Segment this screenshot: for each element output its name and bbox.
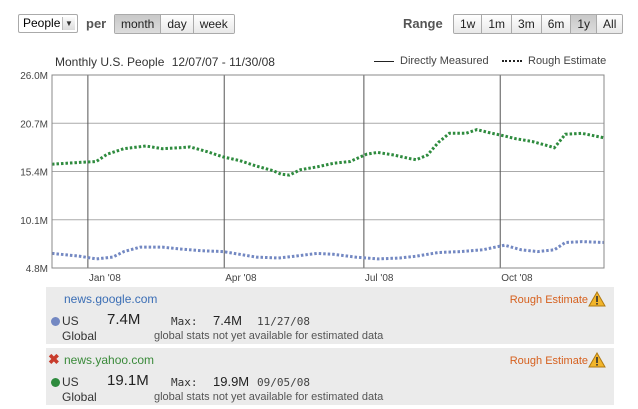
metric-select-value: People — [23, 16, 61, 30]
granularity-selector: month day week — [114, 14, 235, 34]
range-label: Range — [403, 16, 443, 31]
max-value: 19.9M — [213, 374, 250, 389]
chart-title: Monthly U.S. People 12/07/07 - 11/30/08 — [55, 55, 275, 69]
plot-border — [51, 74, 605, 269]
region-label: Global — [62, 390, 97, 404]
legend-estimate-label: Rough Estimate — [528, 55, 607, 67]
site-link-yahoo[interactable]: news.yahoo.com — [64, 353, 155, 367]
site-row-google: news.google.com US 7.4M Max: 7.4M 11/27/… — [46, 287, 614, 344]
current-value: 7.4M — [107, 311, 141, 328]
legend-measured: Directly Measured — [374, 55, 489, 67]
stats-note: global stats not yet available for estim… — [154, 391, 384, 403]
range-1y-button[interactable]: 1y — [571, 15, 598, 33]
current-value: 19.1M — [107, 372, 149, 389]
dotted-line-swatch — [502, 60, 522, 62]
site-link-google[interactable]: news.google.com — [64, 292, 158, 306]
y-tick-label: 10.1M — [20, 216, 48, 227]
chart-period: 12/07/07 - 11/30/08 — [171, 55, 275, 69]
max-date: 09/05/08 — [257, 376, 310, 389]
range-1w-button[interactable]: 1w — [454, 15, 483, 33]
y-tick-label: 4.8M — [26, 264, 48, 275]
chart-grid — [52, 74, 604, 269]
range-6m-button[interactable]: 6m — [541, 15, 572, 33]
range-1m-button[interactable]: 1m — [482, 15, 513, 33]
stats-note: global stats not yet available for estim… — [154, 330, 384, 342]
max-label: Max: — [171, 376, 198, 389]
warning-icon — [588, 291, 606, 307]
range-selector: 1w 1m 3m 6m 1y All — [453, 14, 624, 34]
chart-series — [51, 128, 605, 261]
series-dot-blue — [51, 317, 60, 326]
series-line-news-google-com — [51, 240, 605, 261]
series-line-news-yahoo-com — [51, 128, 605, 177]
granularity-week-button[interactable]: week — [193, 15, 234, 33]
granularity-month-button[interactable]: month — [115, 15, 162, 33]
y-tick-label: 15.4M — [20, 168, 48, 179]
legend-estimate: Rough Estimate — [502, 55, 606, 67]
x-tick-label: Jan '08 — [89, 273, 121, 284]
x-tick-label: Jul '08 — [365, 273, 394, 284]
rough-estimate-label: Rough Estimate — [509, 355, 588, 367]
granularity-day-button[interactable]: day — [161, 15, 194, 33]
max-label: Max: — [171, 315, 198, 328]
warning-icon — [588, 352, 606, 368]
x-tick-label: Oct '08 — [501, 273, 533, 284]
range-all-button[interactable]: All — [597, 15, 623, 33]
x-tick-label: Apr '08 — [225, 273, 257, 284]
max-value: 7.4M — [213, 313, 242, 328]
legend-measured-label: Directly Measured — [400, 55, 489, 67]
series-dot-green — [51, 378, 60, 387]
range-3m-button[interactable]: 3m — [512, 15, 542, 33]
rough-estimate-label: Rough Estimate — [509, 294, 588, 306]
site-row-yahoo: ✖ news.yahoo.com US 19.1M Max: 19.9M 09/… — [46, 348, 614, 405]
solid-line-swatch — [374, 60, 394, 62]
per-label: per — [86, 16, 107, 31]
region-label: Global — [62, 329, 97, 343]
country-label: US — [62, 375, 79, 389]
chevron-down-icon[interactable]: ▼ — [62, 17, 75, 30]
metric-select[interactable]: People ▼ — [18, 14, 78, 33]
y-axis-ticks: 26.0M 20.7M 15.4M 10.1M 4.8M — [20, 71, 48, 275]
y-tick-label: 26.0M — [20, 71, 48, 82]
chart-title-text: Monthly U.S. People — [55, 55, 165, 69]
y-tick-label: 20.7M — [20, 119, 48, 130]
x-axis-ticks: Jan '08 Apr '08 Jul '08 Oct '08 — [89, 273, 533, 284]
country-label: US — [62, 314, 79, 328]
remove-x-icon[interactable]: ✖ — [48, 351, 60, 367]
max-date: 11/27/08 — [257, 315, 310, 328]
